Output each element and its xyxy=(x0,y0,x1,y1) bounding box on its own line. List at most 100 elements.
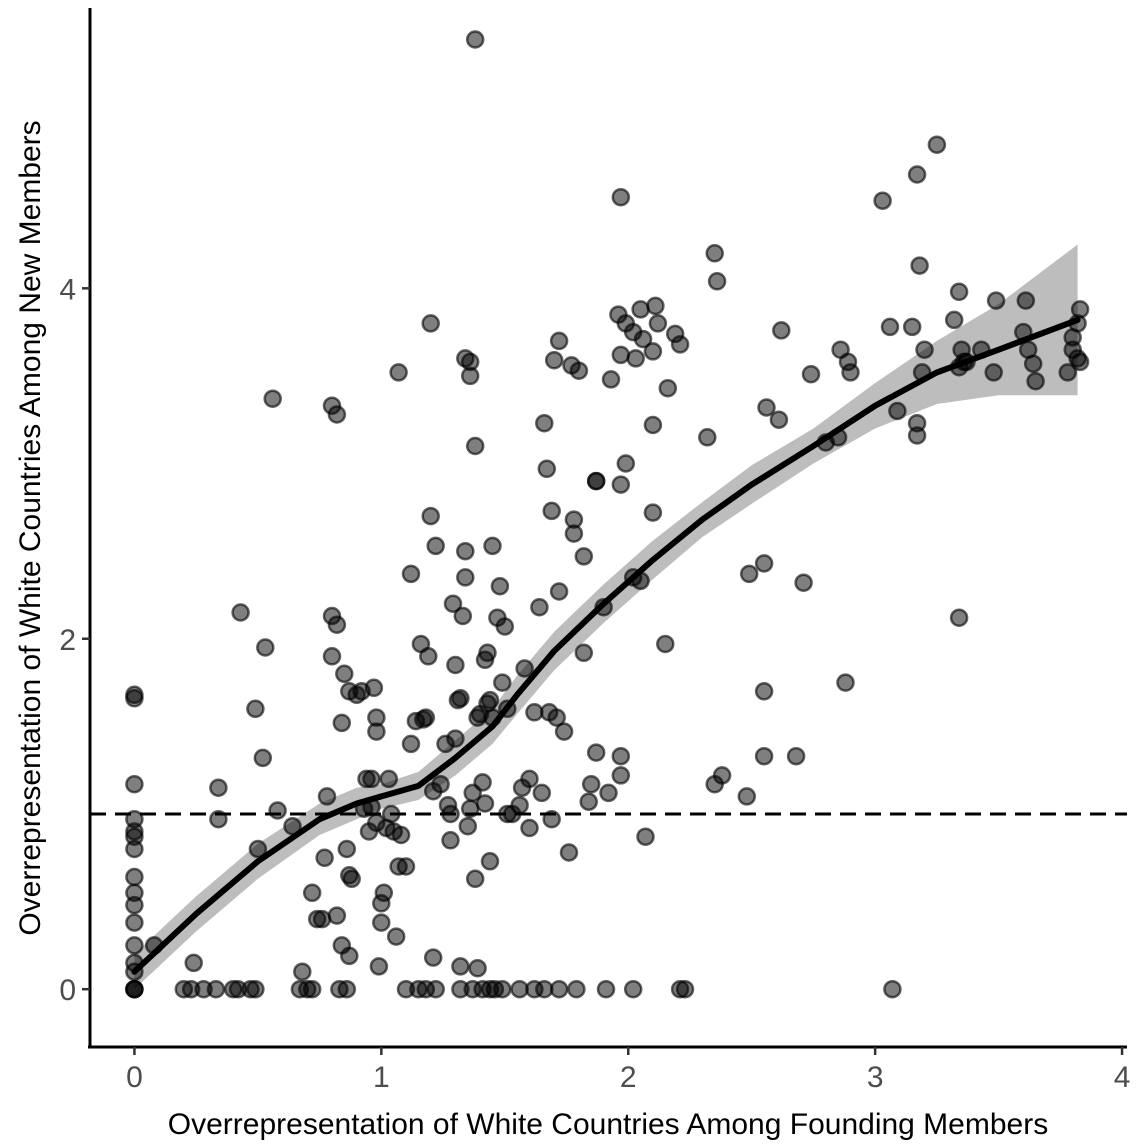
data-point-250 xyxy=(927,135,947,154)
data-point-240 xyxy=(873,191,892,210)
data-point-220 xyxy=(633,329,653,349)
data-point-234 xyxy=(801,364,821,384)
y-tick-label-2: 2 xyxy=(59,624,76,657)
data-point-189 xyxy=(754,554,774,573)
data-point-195 xyxy=(949,608,969,627)
data-point-131 xyxy=(465,869,485,889)
data-point-205 xyxy=(544,350,564,370)
data-point-184 xyxy=(656,634,675,654)
data-point-111 xyxy=(423,948,443,967)
data-point-271 xyxy=(1070,300,1090,319)
data-point-143 xyxy=(483,536,502,556)
data-point-87 xyxy=(364,678,384,698)
y-tick-label-4: 4 xyxy=(59,273,76,306)
data-point-145 xyxy=(490,576,510,596)
data-point-75 xyxy=(340,946,359,966)
data-point-245 xyxy=(907,413,927,433)
data-point-29 xyxy=(302,979,322,999)
data-point-247 xyxy=(910,256,929,275)
data-point-138 xyxy=(478,643,497,663)
data-point-135 xyxy=(473,773,492,792)
data-point-141 xyxy=(480,852,500,871)
data-point-263 xyxy=(1023,354,1043,373)
data-point-197 xyxy=(327,405,347,424)
data-point-241 xyxy=(880,317,900,337)
data-point-108 xyxy=(416,708,436,727)
data-point-5 xyxy=(125,936,144,955)
data-point-46 xyxy=(567,979,586,999)
data-point-179 xyxy=(611,746,631,766)
data-point-67 xyxy=(317,787,337,806)
confidence-ribbon-layer xyxy=(134,244,1078,990)
x-axis-title: Overrepresentation of White Countries Am… xyxy=(168,1108,1048,1141)
data-point-191 xyxy=(754,682,774,701)
x-tick-label-1: 1 xyxy=(373,1061,390,1094)
data-point-206 xyxy=(549,331,569,351)
data-point-163 xyxy=(542,501,561,521)
data-point-223 xyxy=(646,296,665,316)
data-point-231 xyxy=(757,398,776,417)
data-point-123 xyxy=(451,689,470,708)
data-point-187 xyxy=(737,787,757,806)
data-point-192 xyxy=(786,746,806,766)
data-point-239 xyxy=(841,363,860,382)
smooth-fit-line xyxy=(131,316,1081,975)
data-point-9 xyxy=(125,867,144,887)
data-point-155 xyxy=(520,769,539,789)
data-point-173 xyxy=(581,774,601,794)
data-point-202 xyxy=(460,366,480,386)
data-point-101 xyxy=(391,825,411,845)
data-point-172 xyxy=(579,792,598,811)
data-point-94 xyxy=(374,883,394,903)
data-point-242 xyxy=(888,401,907,421)
data-point-65 xyxy=(312,909,332,929)
data-point-251 xyxy=(944,310,964,330)
x-tick-label-2: 2 xyxy=(620,1061,637,1094)
data-point-261 xyxy=(1016,291,1036,310)
data-point-215 xyxy=(616,454,636,473)
data-point-174 xyxy=(586,743,606,762)
data-point-125 xyxy=(453,606,473,626)
smooth-line-layer xyxy=(131,316,1081,975)
data-point-222 xyxy=(643,415,663,435)
confidence-ribbon xyxy=(134,244,1078,990)
data-point-151 xyxy=(510,795,529,815)
data-point-78 xyxy=(335,664,354,684)
data-point-203 xyxy=(465,436,485,456)
data-point-154 xyxy=(520,818,539,838)
data-point-214 xyxy=(611,187,631,207)
data-point-59 xyxy=(263,389,282,408)
data-point-2 xyxy=(125,979,144,999)
data-point-230 xyxy=(707,272,727,291)
data-point-53 xyxy=(209,778,228,797)
data-point-232 xyxy=(769,410,789,429)
data-point-114 xyxy=(431,774,450,794)
data-point-224 xyxy=(648,314,668,333)
data-point-113 xyxy=(426,536,445,556)
data-point-104 xyxy=(401,564,421,584)
data-point-26 xyxy=(246,979,265,999)
data-point-171 xyxy=(574,643,594,663)
data-point-109 xyxy=(419,647,438,666)
data-point-63 xyxy=(302,883,322,903)
data-point-258 xyxy=(984,363,1003,382)
data-point-265 xyxy=(1058,363,1077,382)
data-point-166 xyxy=(554,722,574,741)
data-point-177 xyxy=(599,783,618,803)
data-point-208 xyxy=(569,361,589,380)
data-point-243 xyxy=(902,317,922,337)
data-point-167 xyxy=(559,843,579,862)
data-point-194 xyxy=(836,673,855,692)
x-tick-label-4: 4 xyxy=(1114,1061,1131,1094)
data-point-96 xyxy=(379,769,399,789)
data-point-190 xyxy=(754,746,774,766)
data-point-73 xyxy=(337,839,357,859)
data-point-41 xyxy=(493,979,512,999)
data-point-47 xyxy=(596,979,616,999)
data-point-76 xyxy=(342,869,361,889)
data-point-228 xyxy=(698,428,717,447)
y-tick-label-0: 0 xyxy=(59,974,76,1007)
data-point-8 xyxy=(125,883,144,903)
data-point-120 xyxy=(446,655,465,675)
